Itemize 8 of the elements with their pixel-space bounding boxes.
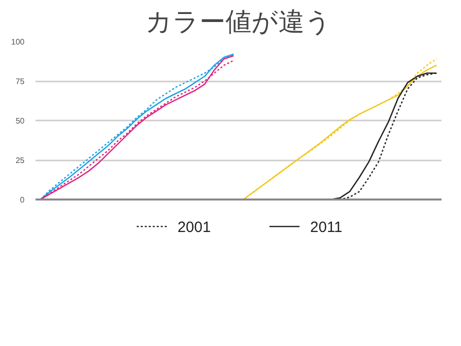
y-tick-label: 0 [20, 196, 26, 204]
y-tick-label: 25 [16, 156, 26, 165]
y-tick-label: 75 [16, 77, 26, 86]
y-tick-label: 50 [16, 116, 26, 126]
legend-label: 2011 [310, 219, 342, 236]
y-tick-label: 100 [11, 38, 26, 46]
chart-title: カラー値が違う [146, 8, 332, 36]
legend-label: 2001 [177, 219, 211, 236]
